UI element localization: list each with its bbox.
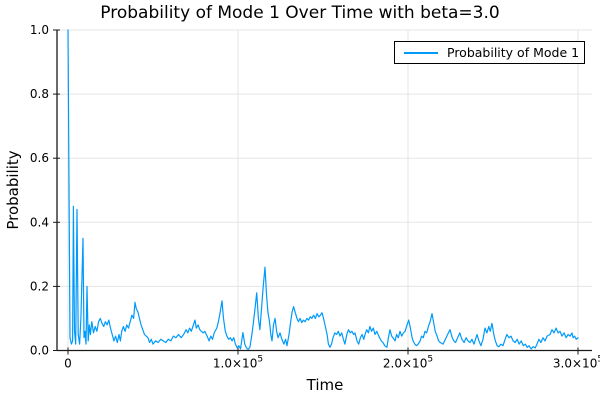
legend-line-sample [404,51,438,54]
svg-text:3.0×105: 3.0×105 [553,355,600,371]
y-tick-labels: 0.0 0.2 0.4 0.6 0.8 1.0 [30,23,49,358]
svg-text:0.4: 0.4 [30,215,49,229]
x-axis-label: Time [306,376,344,394]
y-gridlines [57,29,592,351]
svg-text:0: 0 [64,357,72,371]
x-gridlines [67,30,579,351]
svg-text:2.0×105: 2.0×105 [383,355,433,371]
x-tick-labels: 0 1.0×105 2.0×105 3.0×105 [64,355,600,371]
legend-label: Probability of Mode 1 [447,45,580,60]
legend: Probability of Mode 1 [394,41,585,64]
svg-text:1.0: 1.0 [30,23,49,37]
chart-title: Probability of Mode 1 Over Time with bet… [100,3,500,23]
svg-text:0.0: 0.0 [30,344,49,358]
svg-text:0.6: 0.6 [30,151,49,165]
svg-text:0.2: 0.2 [30,279,49,293]
series-line [67,29,579,351]
svg-text:0.8: 0.8 [30,87,49,101]
y-axis-label: Probability [4,150,22,230]
svg-text:1.0×105: 1.0×105 [213,355,263,371]
